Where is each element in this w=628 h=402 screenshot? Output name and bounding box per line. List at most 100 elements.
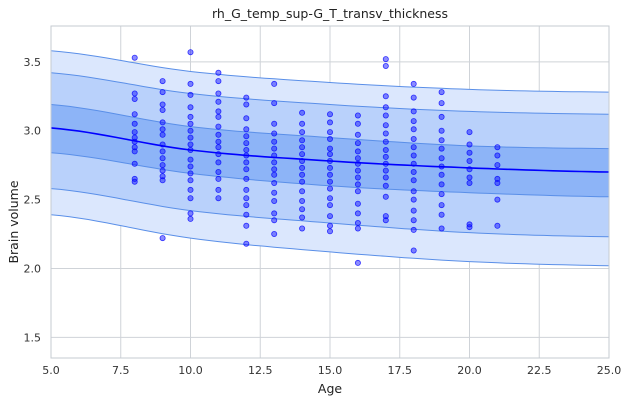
data-point — [299, 137, 306, 144]
data-point — [354, 225, 361, 232]
data-point — [299, 178, 306, 185]
data-point — [354, 259, 361, 266]
data-point — [438, 89, 445, 96]
data-point — [410, 217, 417, 224]
data-point — [410, 108, 417, 115]
data-point — [410, 126, 417, 133]
data-point — [159, 126, 166, 133]
data-point — [410, 80, 417, 87]
data-point — [131, 96, 138, 103]
data-point — [159, 155, 166, 162]
data-point — [159, 235, 166, 242]
data-point — [354, 140, 361, 147]
data-point — [326, 135, 333, 142]
data-point — [410, 118, 417, 125]
data-point — [271, 171, 278, 178]
data-point — [159, 148, 166, 155]
data-point — [382, 112, 389, 119]
data-point — [326, 222, 333, 229]
data-point — [187, 134, 194, 141]
data-point — [271, 100, 278, 107]
mean-line — [50, 127, 610, 173]
data-point — [187, 210, 194, 217]
data-point — [354, 148, 361, 155]
x-axis-label: Age — [318, 381, 342, 396]
data-point — [382, 138, 389, 145]
data-point — [410, 135, 417, 142]
scatter-points — [131, 49, 501, 266]
data-point — [159, 78, 166, 85]
data-point — [466, 179, 473, 186]
data-point — [187, 104, 194, 111]
data-point — [215, 78, 222, 85]
data-point — [243, 211, 250, 218]
data-point — [159, 107, 166, 114]
data-point — [299, 171, 306, 178]
data-point — [243, 240, 250, 247]
data-point — [299, 129, 306, 136]
data-point — [299, 214, 306, 221]
data-point — [187, 113, 194, 120]
data-point — [382, 174, 389, 181]
data-point — [438, 127, 445, 134]
data-point — [354, 155, 361, 162]
data-point — [410, 152, 417, 159]
data-point — [326, 129, 333, 136]
data-point — [159, 177, 166, 184]
data-point — [382, 146, 389, 153]
data-point — [187, 91, 194, 98]
data-point — [410, 207, 417, 214]
data-point — [271, 197, 278, 204]
data-point — [187, 170, 194, 177]
band-outer-upper-edge — [50, 50, 610, 93]
data-point — [494, 175, 501, 182]
data-point — [131, 90, 138, 97]
data-point — [159, 173, 166, 180]
data-point — [159, 162, 166, 169]
data-point — [215, 69, 222, 76]
data-point — [243, 94, 250, 101]
data-point — [131, 54, 138, 61]
data-point — [382, 93, 389, 100]
data-point — [438, 145, 445, 152]
data-point — [410, 247, 417, 254]
data-point — [326, 195, 333, 202]
x-tick-label: 20.0 — [457, 364, 482, 377]
data-point — [299, 225, 306, 232]
data-point — [187, 186, 194, 193]
data-point — [131, 129, 138, 136]
data-point — [382, 182, 389, 189]
data-point — [438, 113, 445, 120]
x-tick-label: 10.0 — [178, 364, 203, 377]
data-point — [354, 131, 361, 138]
data-point — [243, 222, 250, 229]
data-point — [326, 228, 333, 235]
data-point — [243, 133, 250, 140]
data-point — [494, 152, 501, 159]
x-tick-label: 25.0 — [597, 364, 622, 377]
data-point — [438, 202, 445, 209]
y-tick-label: 1.5 — [24, 331, 42, 344]
data-point — [299, 197, 306, 204]
data-point — [466, 174, 473, 181]
x-tick-label: 15.0 — [318, 364, 343, 377]
data-point — [271, 120, 278, 127]
data-point — [243, 186, 250, 193]
data-point — [438, 225, 445, 232]
data-point — [438, 181, 445, 188]
data-point — [131, 144, 138, 151]
data-point — [243, 195, 250, 202]
data-point — [466, 129, 473, 136]
data-point — [438, 155, 445, 162]
data-point — [438, 171, 445, 178]
band-inner-upper-edge — [50, 104, 610, 150]
data-point — [159, 167, 166, 174]
band-middle-upper-edge — [50, 72, 610, 115]
data-point — [215, 144, 222, 151]
data-point — [326, 151, 333, 158]
data-point — [326, 185, 333, 192]
data-point — [438, 100, 445, 107]
x-tick-label: 7.5 — [112, 364, 130, 377]
data-point — [382, 153, 389, 160]
y-tick-label: 3.5 — [24, 56, 42, 69]
